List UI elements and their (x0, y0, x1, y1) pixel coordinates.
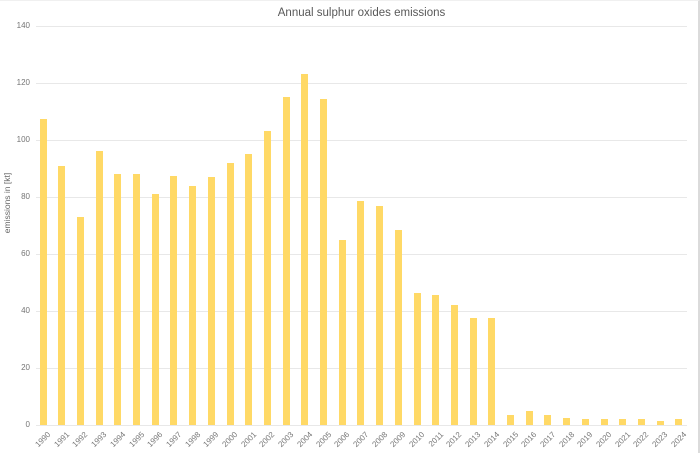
bar-2009 (394, 229, 402, 425)
bar-2005 (320, 98, 327, 425)
bar-2019 (581, 419, 589, 425)
bar-2001 (245, 154, 253, 425)
bar-1996 (151, 194, 159, 425)
y-tick-label-60: 60 (21, 249, 30, 258)
plot-area (36, 25, 687, 426)
bar-2022 (637, 419, 645, 425)
bar-2024 (675, 419, 683, 425)
bar-2003 (282, 97, 290, 425)
bar-2016 (525, 410, 533, 425)
gridline-140 (36, 25, 687, 27)
bar-2000 (226, 162, 234, 425)
bar-2014 (488, 318, 496, 425)
chart-title: Annual sulphur oxides emissions (277, 7, 446, 19)
bar-1994 (114, 174, 122, 425)
bar-2023 (656, 420, 664, 425)
bar-2015 (507, 415, 514, 425)
bar-2008 (376, 205, 384, 425)
bar-1995 (133, 174, 140, 425)
bar-1991 (58, 165, 66, 425)
y-tick-label-80: 80 (21, 192, 30, 201)
bar-2002 (263, 131, 271, 425)
bar-1990 (39, 118, 47, 425)
bar-2007 (357, 201, 365, 425)
gridline-120 (36, 82, 687, 84)
gridline-100 (36, 139, 687, 141)
y-tick-label-40: 40 (21, 306, 30, 315)
bar-1993 (95, 151, 103, 425)
bar-1992 (76, 216, 84, 425)
y-tick-label-20: 20 (21, 363, 30, 372)
bar-2021 (619, 419, 627, 425)
bar-2013 (469, 318, 477, 425)
gridline-0 (36, 424, 687, 426)
bar-2020 (600, 419, 608, 425)
gridline-80 (36, 196, 687, 198)
bar-2018 (563, 417, 571, 425)
bar-2006 (338, 239, 346, 425)
bar-2010 (413, 292, 421, 425)
y-tick-label-100: 100 (16, 135, 30, 144)
y-tick-label-140: 140 (16, 21, 30, 30)
y-tick-label-120: 120 (16, 78, 30, 87)
bar-1998 (189, 185, 197, 425)
bar-1997 (170, 175, 178, 425)
bar-2012 (450, 305, 458, 425)
bar-2004 (301, 74, 309, 425)
bar-2017 (544, 415, 552, 425)
bar-1999 (207, 177, 215, 425)
y-axis-title: emissions in [kt] (2, 172, 12, 234)
y-tick-label-0: 0 (25, 420, 30, 429)
bar-2011 (432, 295, 440, 425)
